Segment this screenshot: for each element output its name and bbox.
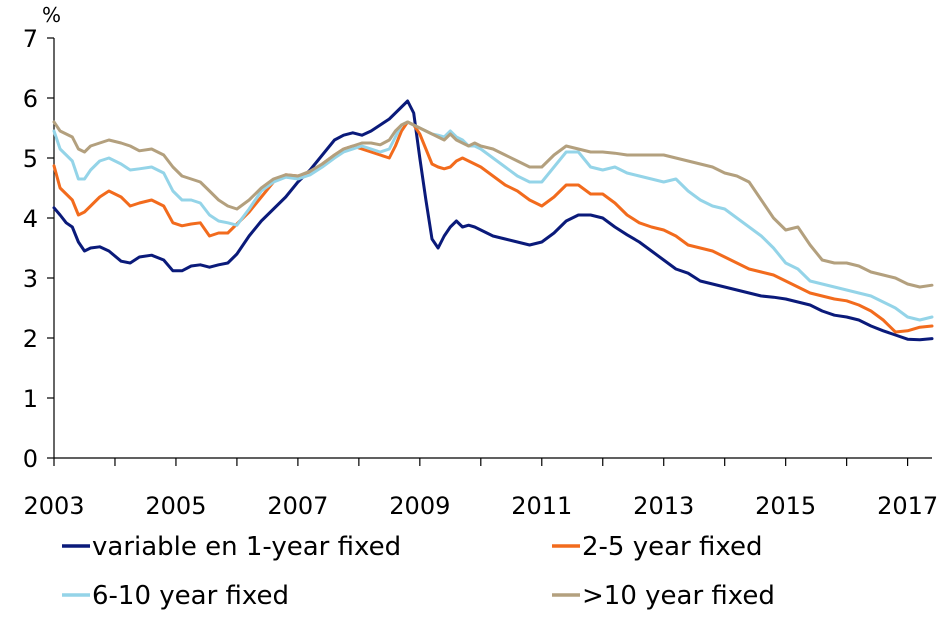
series-layer [52,99,934,342]
y-tick-label: 1 [23,385,38,413]
x-tick-label: 2011 [511,492,572,520]
legend-label: 6-10 year fixed [92,581,289,611]
x-axis: 2003 2005 2007 2009 2011 2013 2015 2017 [23,457,938,520]
x-tick-label: 2007 [267,492,328,520]
x-tick-label: 2005 [145,492,206,520]
legend-label: >10 year fixed [582,581,775,611]
y-tick-label: 4 [23,205,38,233]
series-line-2 [52,120,934,334]
x-tick-label: 2015 [755,492,816,520]
y-axis: 0 1 2 3 4 5 6 7 [23,25,55,473]
y-tick-label: 6 [23,85,38,113]
y-axis-unit-label: % [42,3,61,27]
y-tick-label: 7 [23,25,38,53]
y-tick-label: 5 [23,145,38,173]
legend: variable en 1-year fixed 2-5 year fixed 6-… [62,532,775,611]
legend-label: 2-5 year fixed [582,532,762,562]
series-line-4 [52,120,934,289]
y-tick-label: 0 [23,445,38,473]
x-tick-label: 2003 [23,492,84,520]
series-line-3 [52,120,934,322]
x-tick-label: 2013 [633,492,694,520]
y-tick-label: 2 [23,325,38,353]
y-tick-label: 3 [23,265,38,293]
legend-label: variable en 1-year fixed [92,532,401,562]
series-line-1 [52,99,934,342]
x-tick-label: 2017 [877,492,938,520]
x-tick-label: 2009 [389,492,450,520]
